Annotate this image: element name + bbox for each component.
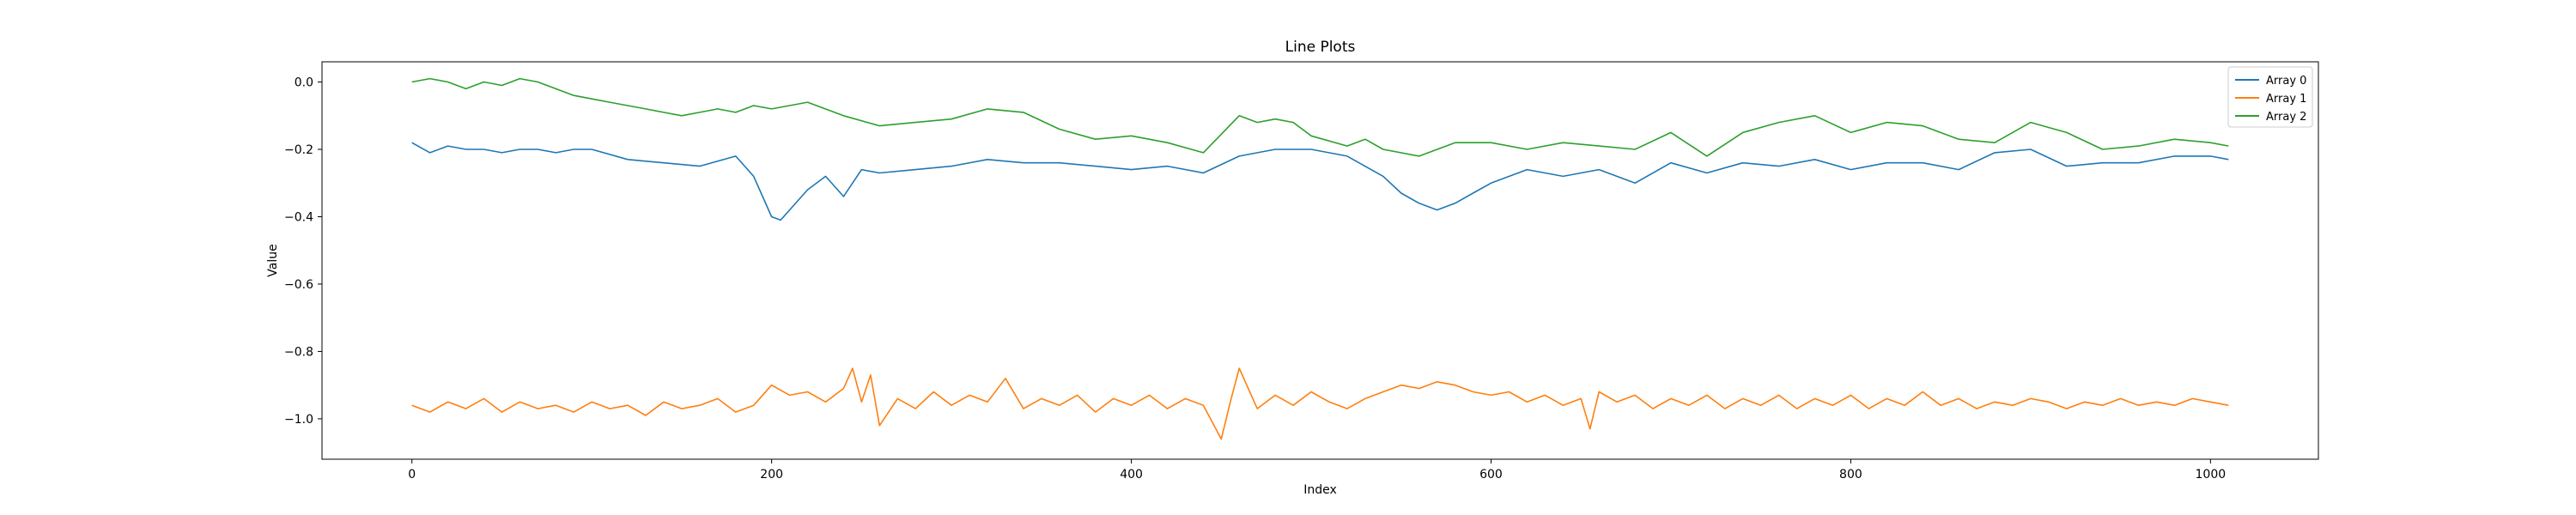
y-tick-label: 0.0: [295, 76, 313, 90]
x-tick-label: 600: [1479, 468, 1503, 482]
x-tick-label: 400: [1120, 468, 1143, 482]
series-line-array-2: [411, 77, 2229, 157]
x-tick-label: 800: [1839, 468, 1862, 482]
legend-box: [2227, 66, 2313, 128]
x-tick-label: 200: [760, 468, 783, 482]
x-tick-label: 0: [408, 468, 416, 482]
legend-label: Array 2: [2266, 111, 2306, 124]
y-tick-label: −0.2: [284, 143, 313, 157]
x-axis-label: Index: [1303, 483, 1337, 497]
legend: Array 0 Array 1 Array 2: [2227, 66, 2313, 128]
plot-frame: [321, 61, 2319, 460]
series-line-array-0: [411, 142, 2229, 221]
legend-label: Array 1: [2266, 93, 2306, 106]
x-tick-label: 1000: [2196, 468, 2227, 482]
y-axis-label: Value: [266, 244, 280, 276]
y-tick-label: −0.4: [284, 210, 313, 224]
series-layer: [411, 77, 2229, 440]
y-tick-label: −0.6: [284, 278, 313, 292]
legend-label: Array 0: [2266, 75, 2306, 88]
y-tick-label: −0.8: [284, 345, 313, 359]
y-tick-label: −1.0: [284, 413, 313, 427]
series-line-array-1: [411, 367, 2229, 440]
y-axis-ticks: 0.0 −0.2 −0.4 −0.6 −0.8 −1.0: [284, 76, 322, 427]
chart-title: Line Plots: [1285, 39, 1356, 56]
x-axis-ticks: 0 200 400 600 800 1000: [408, 459, 2226, 482]
